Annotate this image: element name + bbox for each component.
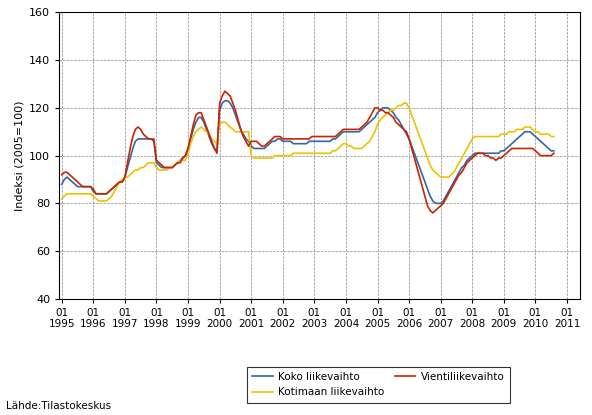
Kotimaan liikevaihto xyxy=(240,129,247,134)
Text: Lähde:Tilastokeskus: Lähde:Tilastokeskus xyxy=(6,401,111,411)
Line: Koko liikevaihto: Koko liikevaihto xyxy=(62,101,554,203)
Koko liikevaihto xyxy=(551,148,558,153)
Koko liikevaihto xyxy=(240,132,247,137)
Vientiliikevaihto xyxy=(224,91,231,96)
Vientiliikevaihto xyxy=(208,139,215,144)
Kotimaan liikevaihto xyxy=(61,194,68,199)
Y-axis label: Indeksi (2005=100): Indeksi (2005=100) xyxy=(15,100,25,211)
Kotimaan liikevaihto xyxy=(95,198,102,203)
Koko liikevaihto xyxy=(224,98,231,103)
Kotimaan liikevaihto xyxy=(540,132,547,137)
Vientiliikevaihto xyxy=(540,153,547,158)
Vientiliikevaihto xyxy=(429,210,436,215)
Koko liikevaihto xyxy=(58,182,65,187)
Kotimaan liikevaihto xyxy=(111,189,118,194)
Kotimaan liikevaihto xyxy=(551,134,558,139)
Koko liikevaihto xyxy=(208,141,215,146)
Kotimaan liikevaihto xyxy=(211,139,218,144)
Vientiliikevaihto xyxy=(551,151,558,156)
Line: Kotimaan liikevaihto: Kotimaan liikevaihto xyxy=(62,103,554,201)
Vientiliikevaihto xyxy=(221,89,229,94)
Kotimaan liikevaihto xyxy=(400,100,407,105)
Koko liikevaihto xyxy=(432,201,439,206)
Koko liikevaihto xyxy=(221,98,229,103)
Koko liikevaihto xyxy=(61,177,68,182)
Line: Vientiliikevaihto: Vientiliikevaihto xyxy=(62,91,554,213)
Kotimaan liikevaihto xyxy=(224,122,231,127)
Vientiliikevaihto xyxy=(108,187,115,192)
Vientiliikevaihto xyxy=(58,172,65,177)
Koko liikevaihto xyxy=(108,187,115,192)
Vientiliikevaihto xyxy=(240,134,247,139)
Legend: Koko liikevaihto, Kotimaan liikevaihto, Vientiliikevaihto: Koko liikevaihto, Kotimaan liikevaihto, … xyxy=(247,367,510,403)
Vientiliikevaihto xyxy=(61,170,68,175)
Kotimaan liikevaihto xyxy=(58,196,65,201)
Koko liikevaihto xyxy=(540,141,547,146)
